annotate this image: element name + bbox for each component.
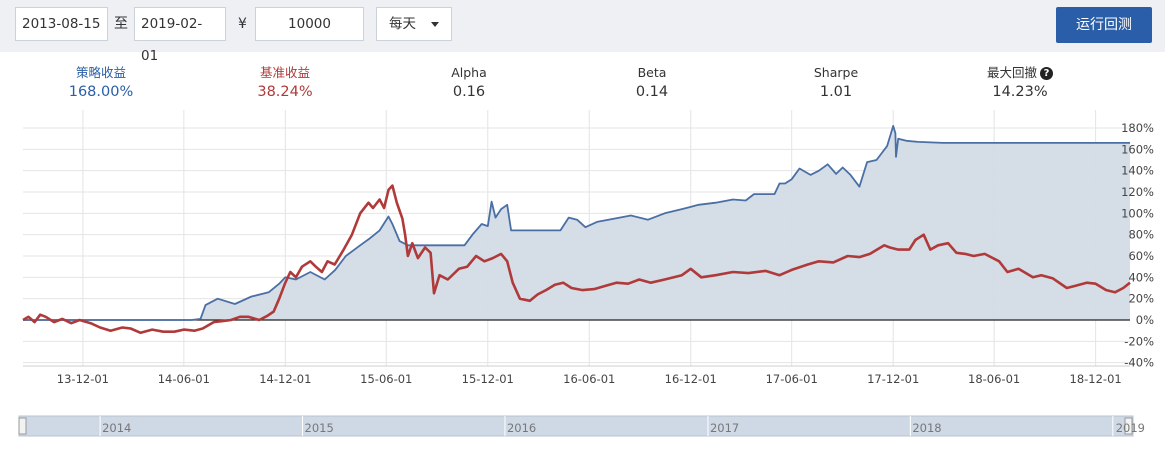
end-date-input[interactable]: 2019-02-01 — [134, 7, 226, 64]
y-tick-label: 160% — [1121, 142, 1154, 156]
stat-value: 14.23% — [992, 84, 1048, 100]
y-tick-label: -20% — [1124, 334, 1154, 348]
chevron-down-icon — [431, 22, 439, 27]
y-tick-label: 140% — [1121, 164, 1154, 178]
stat-label: Alpha — [451, 65, 487, 80]
stat-2: Alpha 0.16 — [409, 64, 529, 102]
x-tick-label: 16-12-01 — [665, 372, 717, 386]
currency-symbol: ¥ — [238, 16, 247, 32]
x-tick-label: 18-12-01 — [1070, 372, 1122, 386]
toolbar: 2013-08-15 至 2019-02-01 ¥ 10000 每天 运行回测 — [0, 0, 1165, 64]
y-tick-label: -40% — [1124, 356, 1154, 370]
y-tick-label: 60% — [1128, 249, 1154, 263]
stat-value: 1.01 — [819, 84, 853, 100]
x-tick-label: 15-12-01 — [462, 372, 514, 386]
stat-value: 168.00% — [68, 84, 134, 100]
start-date-input[interactable]: 2013-08-15 — [15, 7, 108, 41]
stat-label: 最大回撤? — [960, 64, 1080, 82]
stat-4: Sharpe 1.01 — [776, 64, 896, 102]
strategy-series-line — [23, 125, 1130, 321]
x-tick-label: 16-06-01 — [563, 372, 615, 386]
stat-label: Sharpe — [813, 65, 859, 80]
benchmark-series-line — [22, 184, 1131, 335]
y-tick-label: 80% — [1128, 228, 1154, 242]
stat-label: 策略收益 — [75, 65, 126, 80]
y-tick-label: 120% — [1121, 185, 1154, 199]
strategy-area — [23, 125, 1130, 321]
navigator-year-label: 2017 — [710, 421, 739, 435]
navigator-year-label: 2018 — [912, 421, 941, 435]
run-backtest-button[interactable]: 运行回测 — [1056, 7, 1152, 43]
x-tick-label: 13-12-01 — [57, 372, 109, 386]
y-tick-label: 20% — [1128, 292, 1154, 306]
navigator-year-label: 2014 — [102, 421, 131, 435]
navigator-year-label: 2019 — [1116, 421, 1145, 435]
frequency-select[interactable]: 每天 — [376, 7, 452, 41]
navigator-year-label: 2016 — [507, 421, 536, 435]
stat-5: 最大回撤? 14.23% — [960, 64, 1080, 102]
stat-0: 策略收益 168.00% — [41, 64, 161, 102]
stat-label: 基准收益 — [259, 65, 310, 80]
x-tick-label: 14-06-01 — [158, 372, 210, 386]
stat-1: 基准收益 38.24% — [225, 64, 345, 102]
y-tick-label: 40% — [1128, 270, 1154, 284]
stat-3: Beta 0.14 — [592, 64, 712, 102]
x-tick-label: 18-06-01 — [968, 372, 1020, 386]
stat-value: 0.14 — [635, 84, 669, 100]
capital-input[interactable]: 10000 — [255, 7, 364, 41]
navigator-left-handle[interactable] — [18, 417, 27, 435]
x-tick-label: 15-06-01 — [360, 372, 412, 386]
backtest-chart: 180% 160% 140% 120% 100% 80% 60% 40% 20% 0% -20% -4… — [18, 110, 1154, 437]
navigator-year-label: 2015 — [305, 421, 334, 435]
range-navigator — [18, 415, 1134, 437]
navigator-right-handle[interactable] — [1124, 417, 1133, 435]
stat-label: Beta — [637, 65, 667, 80]
x-tick-label: 17-12-01 — [867, 372, 919, 386]
frequency-value: 每天 — [389, 16, 416, 32]
x-tick-label: 14-12-01 — [259, 372, 311, 386]
date-range-separator: 至 — [114, 16, 128, 32]
stat-value: 0.16 — [452, 84, 486, 100]
help-icon[interactable]: ? — [1040, 67, 1053, 80]
x-tick-label: 17-06-01 — [766, 372, 818, 386]
y-tick-label: 100% — [1121, 206, 1154, 220]
stat-value: 38.24% — [257, 84, 313, 100]
y-tick-label: 180% — [1121, 121, 1154, 135]
y-tick-label: 0% — [1136, 313, 1154, 327]
